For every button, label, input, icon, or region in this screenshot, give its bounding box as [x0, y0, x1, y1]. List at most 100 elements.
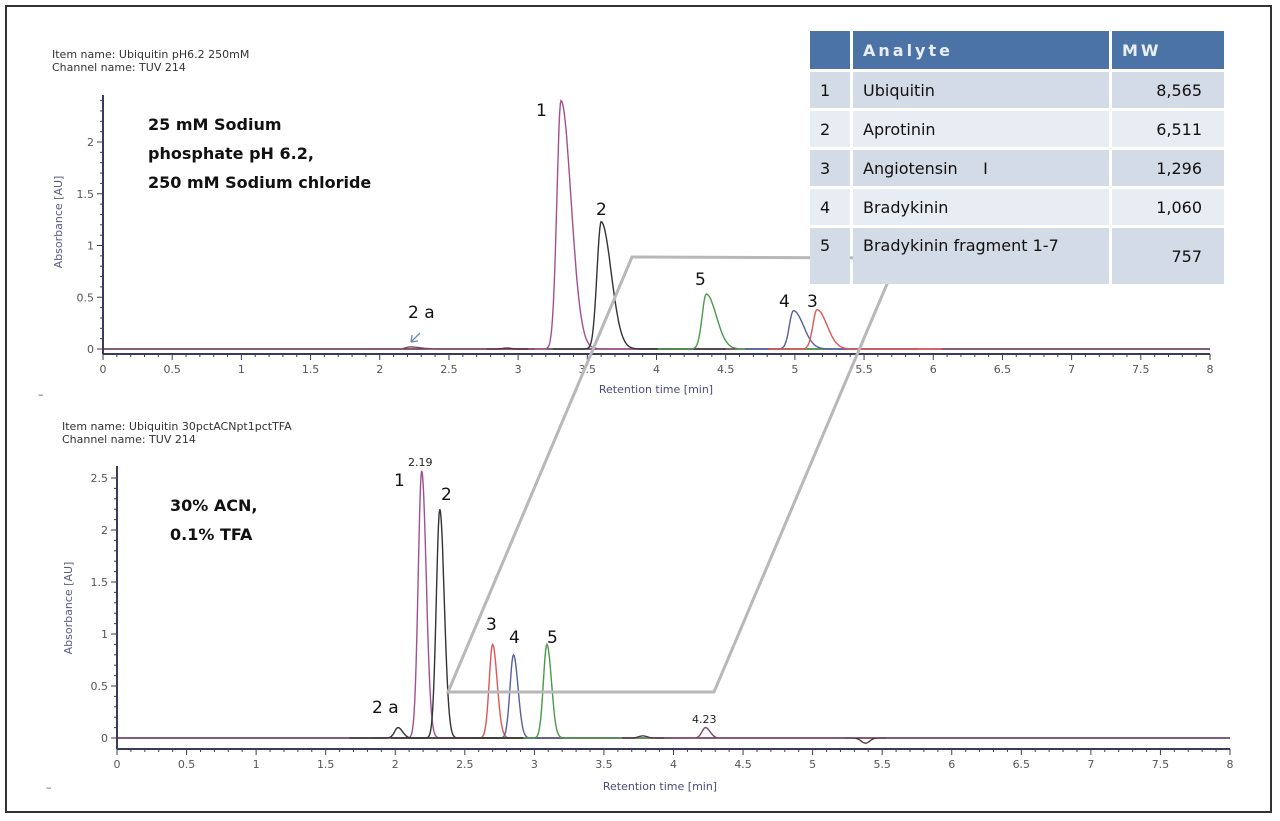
top-cond-line1: 25 mM Sodium	[148, 115, 282, 134]
svg-text:7: 7	[1087, 758, 1094, 771]
row-analyte: Aprotinin	[853, 111, 1109, 147]
top-chart-meta: Item name: Ubiquitin pH6.2 250mM Channel…	[52, 48, 249, 74]
svg-text:8: 8	[1227, 758, 1234, 771]
svg-text:0: 0	[101, 732, 108, 745]
svg-text:3.5: 3.5	[595, 758, 613, 771]
table-row: 1 Ubiquitin 8,565	[810, 72, 1224, 108]
top-peak-label-5: 5	[695, 270, 706, 290]
row-mw: 6,511	[1112, 111, 1224, 147]
svg-text:7.5: 7.5	[1152, 758, 1170, 771]
svg-text:1.5: 1.5	[77, 188, 95, 201]
svg-text:6: 6	[930, 363, 937, 376]
top-peak-label-2: 2	[596, 200, 607, 220]
dash-mark: –	[46, 781, 52, 794]
top-y-axis-label: Absorbance [AU]	[52, 176, 65, 269]
top-item-name: Item name: Ubiquitin pH6.2 250mM	[52, 48, 250, 61]
row-index: 3	[810, 150, 850, 186]
header-index	[810, 31, 850, 69]
top-peak-label-3: 3	[807, 292, 818, 312]
bottom-peak-label-2: 2	[441, 485, 452, 505]
svg-text:5.5: 5.5	[873, 758, 891, 771]
row-mw: 1,060	[1112, 189, 1224, 225]
header-analyte: Analyte	[853, 31, 1109, 69]
top-x-axis-label: Retention time [min]	[599, 383, 713, 396]
svg-text:5: 5	[809, 758, 816, 771]
bottom-peak-label-3: 3	[486, 615, 497, 635]
correlation-parallelogram	[445, 255, 901, 694]
svg-text:0: 0	[100, 363, 107, 376]
svg-text:0.5: 0.5	[178, 758, 196, 771]
top-peak-label-2a: 2 a	[408, 303, 435, 323]
svg-text:4: 4	[653, 363, 660, 376]
bottom-peak-label-2a: 2 a	[372, 698, 399, 718]
svg-text:3: 3	[515, 363, 522, 376]
bottom-x-axis-label: Retention time [min]	[603, 780, 717, 793]
bottom-rt-label-4.23: 4.23	[692, 713, 717, 726]
row-mw: 1,296	[1112, 150, 1224, 186]
svg-text:7.5: 7.5	[1132, 363, 1150, 376]
top-peak-label-4: 4	[779, 292, 790, 312]
top-conditions: 25 mM Sodium phosphate pH 6.2, 250 mM So…	[148, 110, 371, 197]
arrow-icon	[410, 332, 421, 343]
dash-mark: –	[38, 388, 44, 401]
row-analyte: Bradykinin	[853, 189, 1109, 225]
row-index: 1	[810, 72, 850, 108]
svg-text:6: 6	[948, 758, 955, 771]
svg-text:3: 3	[531, 758, 538, 771]
svg-text:2: 2	[376, 363, 383, 376]
svg-text:0.5: 0.5	[163, 363, 181, 376]
top-channel-name: Channel name: TUV 214	[52, 61, 186, 74]
table-row: 2 Aprotinin 6,511	[810, 111, 1224, 147]
svg-text:1.5: 1.5	[317, 758, 335, 771]
svg-text:5: 5	[791, 363, 798, 376]
figure-frame	[5, 5, 1272, 813]
svg-text:2: 2	[87, 136, 94, 149]
svg-text:2.5: 2.5	[91, 472, 109, 485]
top-chart: 00.511.52 0 0.5 1 1.5 2 2.5 3 3.5 4 4.5 5 5.5 6 6.5 7 7…	[38, 95, 1214, 401]
svg-text:6.5: 6.5	[994, 363, 1012, 376]
svg-text:1.5: 1.5	[91, 576, 109, 589]
bottom-cond-line2: 0.1% TFA	[170, 525, 253, 544]
svg-text:1.5: 1.5	[302, 363, 320, 376]
bottom-peak-label-4: 4	[509, 628, 520, 648]
svg-text:4.5: 4.5	[717, 363, 735, 376]
svg-text:4: 4	[670, 758, 677, 771]
bottom-peak-label-1: 1	[394, 471, 405, 491]
row-index: 2	[810, 111, 850, 147]
top-cond-line3: 250 mM Sodium chloride	[148, 173, 372, 192]
row-mw: 8,565	[1112, 72, 1224, 108]
svg-text:0.5: 0.5	[91, 680, 109, 693]
row-index: 4	[810, 189, 850, 225]
table-header: Analyte MW	[810, 31, 1224, 69]
svg-text:1: 1	[238, 363, 245, 376]
svg-text:5.5: 5.5	[855, 363, 873, 376]
row-index: 5	[810, 228, 850, 284]
analyte-table: Analyte MW 1 Ubiquitin 8,565 2 Aprotinin…	[807, 28, 1227, 287]
svg-text:0: 0	[114, 758, 121, 771]
svg-text:0.5: 0.5	[77, 291, 95, 304]
svg-text:8: 8	[1207, 363, 1214, 376]
svg-text:1: 1	[253, 758, 260, 771]
bottom-peak-label-5: 5	[547, 628, 558, 648]
svg-text:2.5: 2.5	[456, 758, 474, 771]
svg-text:2.5: 2.5	[440, 363, 458, 376]
table-row: 3 Angiotensin I 1,296	[810, 150, 1224, 186]
svg-text:7: 7	[1068, 363, 1075, 376]
row-analyte: Angiotensin I	[853, 150, 1109, 186]
table-row: 5 Bradykinin fragment 1-7 757	[810, 228, 1224, 284]
header-mw: MW	[1112, 31, 1224, 69]
table-row: 4 Bradykinin 1,060	[810, 189, 1224, 225]
row-analyte: Bradykinin fragment 1-7	[853, 228, 1109, 284]
top-cond-line2: phosphate pH 6.2,	[148, 144, 314, 163]
svg-text:6.5: 6.5	[1013, 758, 1031, 771]
svg-text:1: 1	[87, 240, 94, 253]
bottom-item-name: Item name: Ubiquitin 30pctACNpt1pctTFA	[62, 420, 292, 433]
svg-text:2: 2	[392, 758, 399, 771]
row-mw: 757	[1112, 228, 1224, 284]
svg-text:0: 0	[87, 343, 94, 356]
bottom-chart: 0 0.5 1 1.5 2 2.5 0 0.5 1 1.5 2 2.5 3 3.5 4 4.5 5 5.5 6 6.…	[46, 456, 1234, 794]
bottom-conditions: 30% ACN, 0.1% TFA	[170, 491, 257, 549]
bottom-y-axis-label: Absorbance [AU]	[62, 562, 75, 655]
svg-text:1: 1	[101, 628, 108, 641]
